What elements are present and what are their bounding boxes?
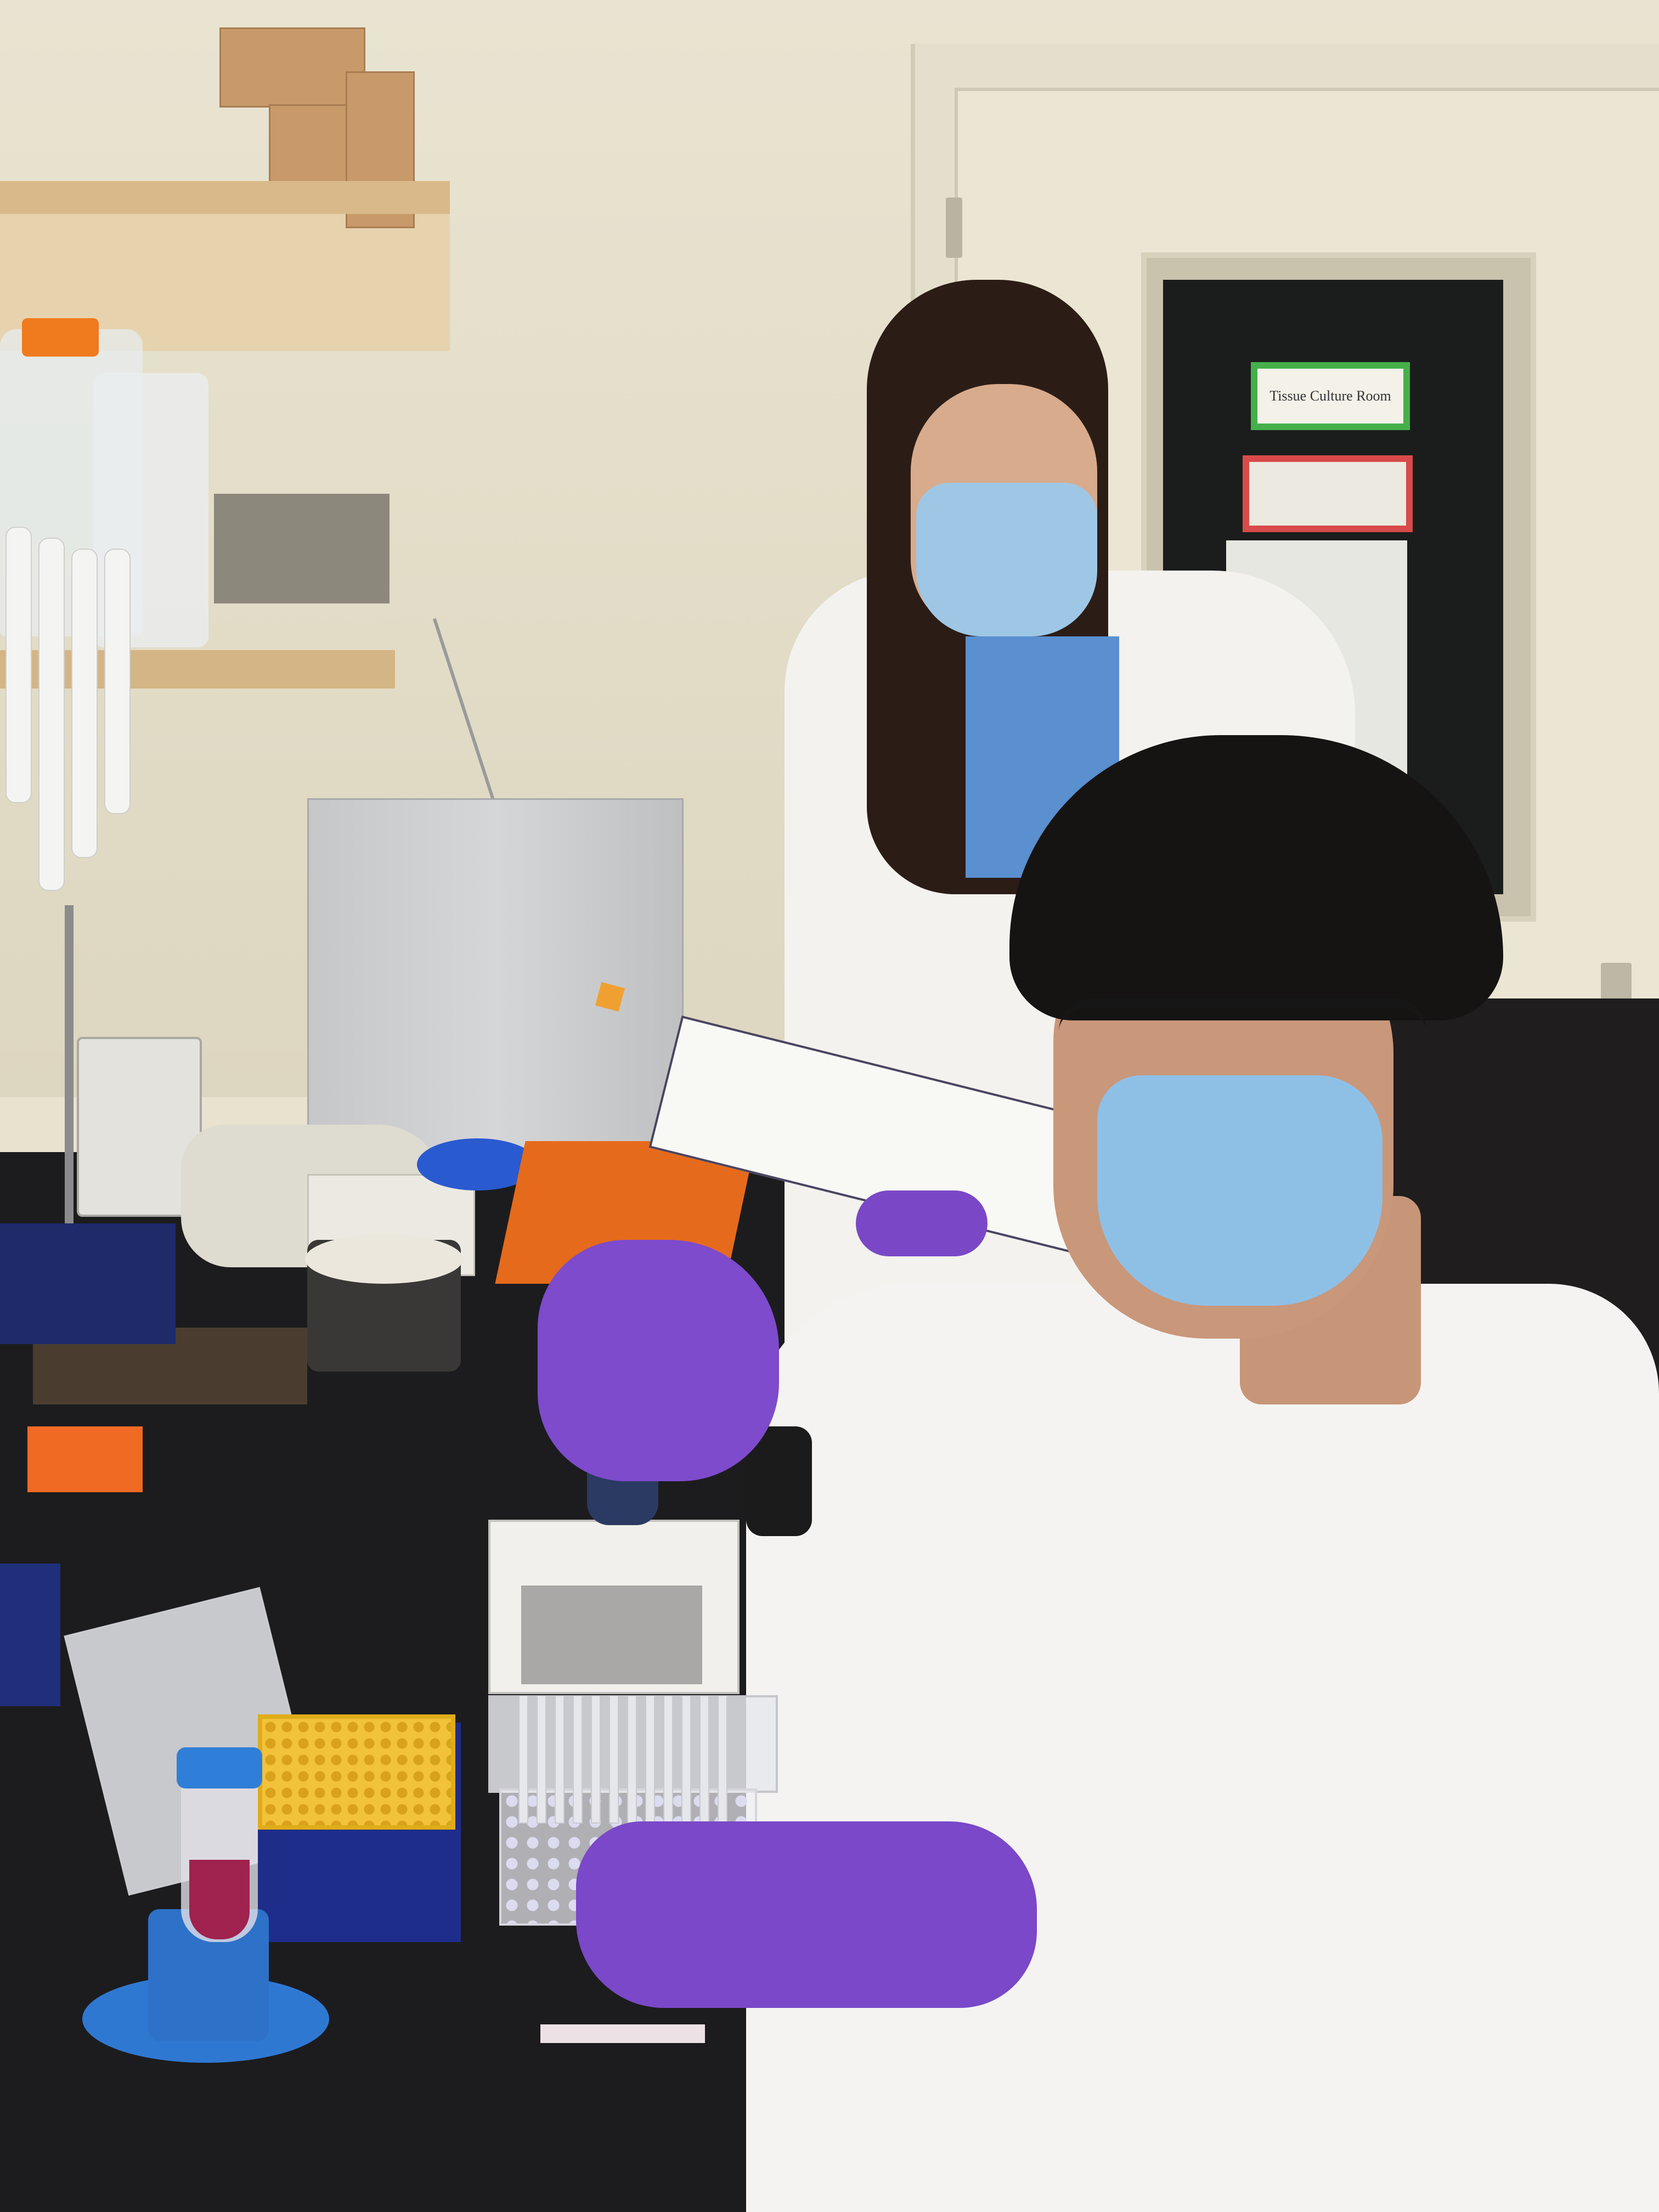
pipette-tip [645,1695,655,1824]
pipette-tip [555,1695,565,1824]
bottle-cap [22,318,99,357]
pipette-tip [609,1695,619,1824]
sleeve-cuff [746,1426,812,1536]
pipette-tip [573,1695,583,1824]
steel-containers [214,494,390,603]
door-sign: Tissue Culture Room [1251,362,1410,430]
supply-boxes [165,16,428,247]
orange-tube-rack [27,1426,143,1492]
pipette-tip [537,1695,546,1824]
pipette-tip [718,1695,727,1824]
purple-glove [856,1190,988,1256]
pipette-tip [681,1695,691,1824]
pipette-tip [699,1695,709,1824]
grey-instrument-cabinet [307,798,684,1158]
surgical-mask [1097,1075,1383,1306]
lab-coat [746,1284,1659,2212]
tube-cap [177,1747,262,1788]
surgical-mask [916,483,1097,636]
pipette-tips-rack [258,1714,455,1830]
eyeglasses [1059,998,1426,1101]
door-red-label-frame [1243,455,1413,532]
door-hinge [946,198,962,258]
pipette [38,538,65,891]
middle-shelf [0,650,395,689]
red-liquid [189,1860,250,1939]
pipette-tip [591,1695,601,1824]
pipette-tip [518,1695,528,1824]
pipette-tip [663,1695,673,1824]
pipette [71,549,98,858]
power-supply-unit [77,1037,202,1217]
upper-shelf [0,181,450,214]
pipette [104,549,131,814]
purple-glove [538,1240,779,1481]
blue-bin [0,1564,60,1706]
manifold-frame [521,1585,702,1684]
purple-glove [576,1821,1037,2008]
blue-bin [0,1223,176,1344]
pipette [5,527,32,803]
jar-lid [305,1234,463,1284]
pipette-tip [627,1695,637,1824]
paper-slip [540,2024,705,2043]
